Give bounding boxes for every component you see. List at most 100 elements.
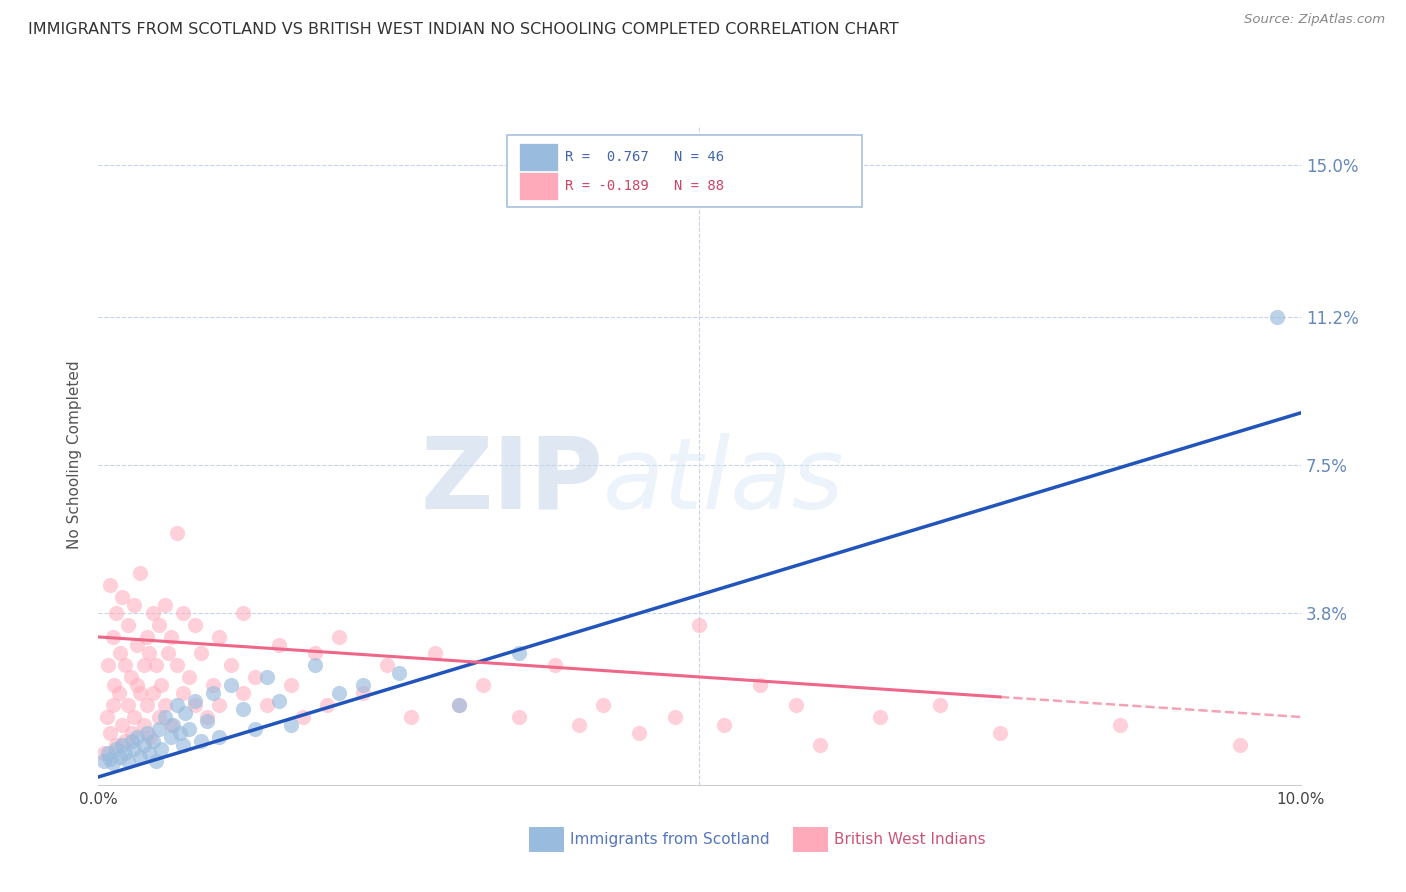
Point <box>148 618 170 632</box>
Point <box>148 710 170 724</box>
Point <box>100 726 122 740</box>
Point <box>125 678 148 692</box>
Point <box>132 718 155 732</box>
Point <box>1265 310 1288 324</box>
Point <box>375 657 398 672</box>
Point <box>153 698 176 712</box>
Point <box>121 726 143 740</box>
Point <box>929 698 952 712</box>
Point <box>145 657 167 672</box>
Point <box>201 686 224 700</box>
Point <box>120 670 142 684</box>
Point <box>172 686 194 700</box>
Point <box>100 578 122 592</box>
Point <box>628 726 651 740</box>
Point <box>748 678 770 692</box>
Point <box>121 734 143 748</box>
Point <box>195 714 218 728</box>
Point <box>267 694 290 708</box>
Point <box>159 718 181 732</box>
Point <box>304 657 326 672</box>
Point <box>243 670 266 684</box>
Text: IMMIGRANTS FROM SCOTLAND VS BRITISH WEST INDIAN NO SCHOOLING COMPLETED CORRELATI: IMMIGRANTS FROM SCOTLAND VS BRITISH WEST… <box>28 22 898 37</box>
Y-axis label: No Schooling Completed: No Schooling Completed <box>67 360 83 549</box>
Point <box>108 646 131 660</box>
Point <box>808 738 831 752</box>
Point <box>328 686 350 700</box>
Point <box>105 606 128 620</box>
Point <box>352 678 374 692</box>
Point <box>169 726 191 740</box>
Point <box>159 630 181 644</box>
Point <box>988 726 1011 740</box>
Point <box>114 746 136 760</box>
Point <box>124 598 146 612</box>
Point <box>1229 738 1251 752</box>
Point <box>423 646 446 660</box>
Point <box>111 590 134 604</box>
Point <box>208 730 231 744</box>
Point <box>304 646 326 660</box>
Point <box>172 738 194 752</box>
Point <box>785 698 807 712</box>
Text: British West Indians: British West Indians <box>834 831 986 847</box>
Point <box>166 657 188 672</box>
Point <box>280 678 302 692</box>
Point <box>153 598 176 612</box>
Point <box>183 694 205 708</box>
Point <box>148 722 170 736</box>
Point <box>183 618 205 632</box>
Point <box>208 630 231 644</box>
Point <box>117 754 139 768</box>
Point <box>713 718 735 732</box>
Point <box>232 686 254 700</box>
Point <box>219 678 242 692</box>
Point <box>157 646 180 660</box>
FancyBboxPatch shape <box>508 135 862 208</box>
FancyBboxPatch shape <box>519 172 558 200</box>
Text: Source: ZipAtlas.com: Source: ZipAtlas.com <box>1244 13 1385 27</box>
Point <box>141 734 163 748</box>
Point <box>162 718 184 732</box>
Point <box>544 657 567 672</box>
Point <box>135 698 157 712</box>
Point <box>105 742 128 756</box>
Point <box>111 738 134 752</box>
Point <box>101 630 124 644</box>
Point <box>689 618 711 632</box>
Point <box>172 606 194 620</box>
Text: R = -0.189   N = 88: R = -0.189 N = 88 <box>565 179 724 194</box>
Point <box>291 710 314 724</box>
Point <box>472 678 495 692</box>
Point <box>177 670 200 684</box>
Point <box>508 646 530 660</box>
Point <box>145 754 167 768</box>
Point <box>135 726 157 740</box>
Text: Immigrants from Scotland: Immigrants from Scotland <box>569 831 769 847</box>
Point <box>243 722 266 736</box>
Point <box>138 746 160 760</box>
Point <box>105 738 128 752</box>
Point <box>124 710 146 724</box>
Point <box>447 698 470 712</box>
Point <box>232 606 254 620</box>
Point <box>256 698 278 712</box>
Text: atlas: atlas <box>603 433 845 530</box>
Point <box>93 746 115 760</box>
Point <box>664 710 686 724</box>
Point <box>96 710 118 724</box>
Point <box>166 698 188 712</box>
Point <box>141 686 163 700</box>
Point <box>328 630 350 644</box>
Point <box>129 686 152 700</box>
Point <box>166 525 188 540</box>
Point <box>568 718 591 732</box>
Point <box>280 718 302 732</box>
Point <box>117 618 139 632</box>
Point <box>138 646 160 660</box>
Point <box>447 698 470 712</box>
Point <box>352 686 374 700</box>
Point <box>129 750 152 764</box>
Point <box>135 630 157 644</box>
Point <box>159 730 181 744</box>
